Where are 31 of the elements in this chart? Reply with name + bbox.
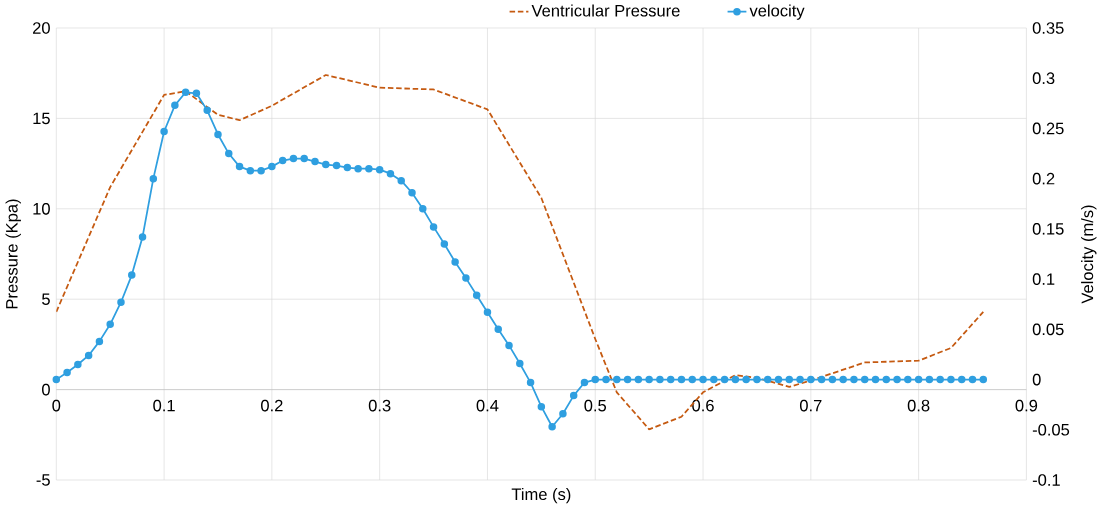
x-tick-label: 0.9 [1015, 399, 1038, 412]
y2-tick-label: 0.1 [1032, 273, 1055, 286]
y-tick-label: 10 [33, 203, 50, 215]
y2-tick-label: 0.2 [1032, 172, 1055, 185]
y-tick-label: -5 [36, 474, 50, 486]
y-tick-label: 5 [42, 293, 50, 306]
x-tick-label: 0.4 [476, 399, 499, 412]
x-tick-label: 0.6 [692, 399, 714, 412]
x-tick-label: 0.7 [799, 399, 822, 412]
x-tick-label: 0.1 [153, 399, 175, 412]
y-tick-label: 15 [33, 112, 50, 125]
y2-tick-label: 0.25 [1032, 122, 1064, 135]
x-tick-label: 0.5 [584, 399, 607, 412]
x-tick-label: 0.8 [907, 399, 930, 412]
x-axis-title: Time (s) [511, 488, 571, 504]
y2-tick-label: -0.05 [1032, 423, 1070, 436]
x-tick-label: 0.2 [261, 399, 283, 412]
legend-label: velocity [749, 4, 805, 20]
legend-label: Ventricular Pressure [531, 4, 680, 17]
x-tick-label: 0 [52, 399, 61, 412]
y2-tick-label: 0.15 [1032, 223, 1064, 235]
y2-tick-label: -0.1 [1032, 474, 1060, 486]
x-tick-label: 0.3 [368, 399, 391, 412]
y2-tick-label: 0.3 [1032, 72, 1055, 85]
y-tick-label: 0 [42, 383, 50, 396]
y-tick-label: 20 [33, 22, 50, 34]
y2-axis-title: Velocity (m/s) [1081, 205, 1097, 304]
y2-tick-label: 0.05 [1032, 323, 1064, 336]
y2-tick-label: 0 [1032, 373, 1041, 386]
y-axis-title: Pressure (Kpa) [5, 199, 21, 309]
y2-tick-label: 0.35 [1032, 22, 1064, 34]
